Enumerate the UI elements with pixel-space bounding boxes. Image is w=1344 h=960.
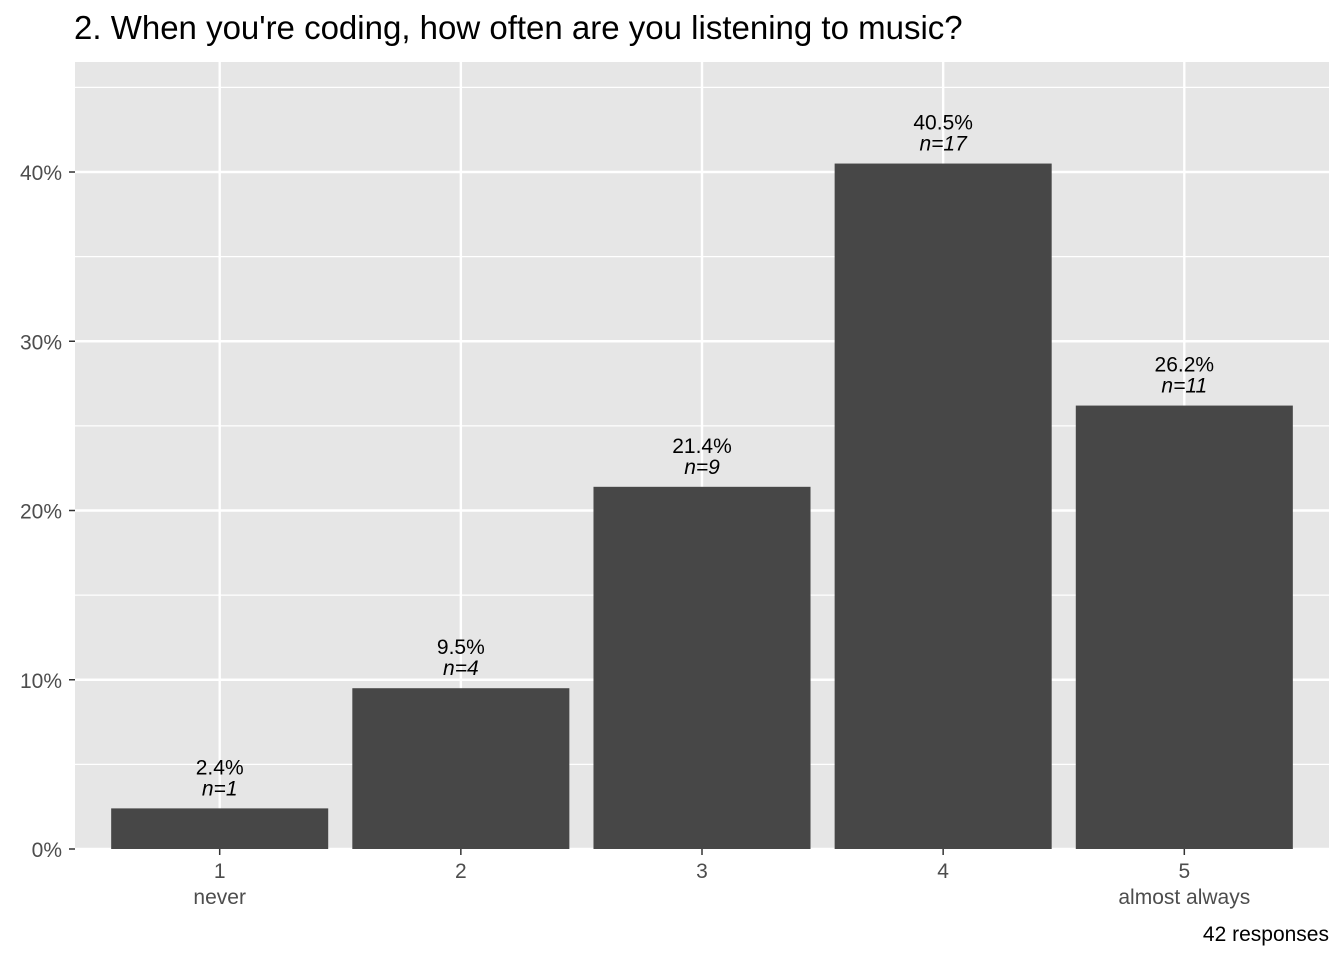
bar-count-label-5: n=11 bbox=[1161, 375, 1207, 398]
bar-4 bbox=[834, 163, 1052, 849]
bar-labels: 2.4%n=1 9.5%n=4 21.4%n=9 40.5%n=17 26.2%n=11 bbox=[196, 112, 1214, 801]
chart-caption: 42 responses bbox=[1203, 923, 1329, 946]
bar-value-label-3: 21.4% bbox=[672, 435, 732, 458]
bar-5 bbox=[1075, 405, 1293, 849]
y-tick-label-2: 20% bbox=[20, 501, 62, 524]
x-tick-label-2: 2 bbox=[455, 860, 467, 883]
bar-3 bbox=[593, 486, 811, 849]
chart-title: 2. When you're coding, how often are you… bbox=[74, 9, 963, 46]
y-tick-label-4: 40% bbox=[20, 162, 62, 185]
x-tick-sublabel-5: almost always bbox=[1118, 886, 1250, 909]
x-tick-label-4: 4 bbox=[937, 860, 949, 883]
x-tick-label-3: 3 bbox=[696, 860, 708, 883]
x-axis: 1 never 2 3 4 5 almost always bbox=[193, 849, 1250, 909]
bar-count-label-4: n=17 bbox=[919, 133, 968, 156]
y-tick-label-1: 10% bbox=[20, 670, 62, 693]
y-tick-label-0: 0% bbox=[32, 839, 62, 862]
bar-count-label-2: n=4 bbox=[443, 657, 479, 680]
x-tick-sublabel-1: never bbox=[193, 886, 246, 909]
bar-count-label-1: n=1 bbox=[202, 777, 238, 800]
bar-value-label-2: 9.5% bbox=[437, 636, 485, 659]
bars bbox=[111, 163, 1293, 849]
y-axis: 0% 10% 20% 30% 40% bbox=[20, 162, 75, 862]
bar-1 bbox=[111, 808, 329, 849]
bar-value-label-1: 2.4% bbox=[196, 756, 244, 779]
bar-value-label-4: 40.5% bbox=[913, 112, 973, 135]
x-tick-label-1: 1 bbox=[214, 860, 226, 883]
x-tick-label-5: 5 bbox=[1178, 860, 1190, 883]
bar-value-label-5: 26.2% bbox=[1155, 354, 1215, 377]
bar-2 bbox=[352, 688, 570, 849]
y-tick-label-3: 30% bbox=[20, 331, 62, 354]
bar-count-label-3: n=9 bbox=[684, 456, 720, 479]
